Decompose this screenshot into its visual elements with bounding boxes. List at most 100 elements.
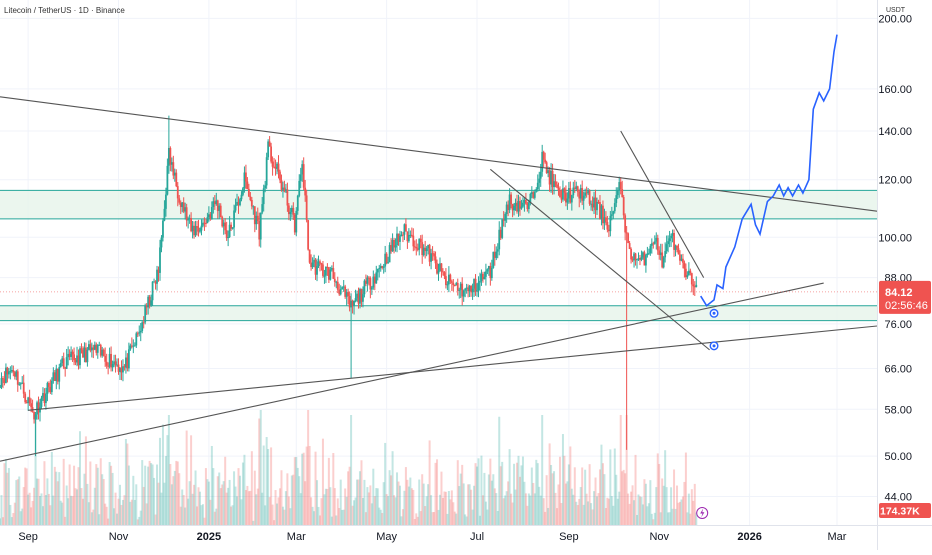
volume-bar bbox=[476, 466, 479, 525]
candle-body bbox=[246, 181, 249, 189]
candle-body bbox=[680, 258, 683, 261]
volume-bar bbox=[415, 513, 418, 525]
event-marker bbox=[709, 341, 719, 351]
candle-body bbox=[533, 191, 536, 198]
candle-body bbox=[147, 296, 150, 308]
candle-body bbox=[544, 159, 547, 163]
candle-body bbox=[560, 197, 563, 200]
volume-bar bbox=[236, 496, 239, 525]
candle-body bbox=[687, 270, 690, 276]
candle-body bbox=[156, 269, 158, 284]
candle-body bbox=[30, 403, 33, 408]
time-tick-label: Nov bbox=[649, 531, 669, 543]
volume-bar bbox=[606, 497, 609, 525]
volume-bar bbox=[378, 507, 381, 525]
volume-bar bbox=[498, 416, 501, 525]
candle-body bbox=[299, 174, 302, 181]
volume-bar bbox=[446, 513, 449, 525]
candle-body bbox=[459, 283, 462, 290]
candle-body bbox=[341, 287, 344, 290]
candle-body bbox=[449, 274, 452, 282]
volume-bar bbox=[667, 512, 670, 525]
volume-bar bbox=[86, 483, 89, 525]
candle-body bbox=[465, 287, 468, 289]
volume-bar bbox=[123, 495, 126, 525]
candle-body bbox=[86, 349, 89, 363]
candle-body bbox=[268, 141, 271, 147]
candle-body bbox=[107, 365, 110, 367]
volume-bar bbox=[443, 491, 446, 525]
candle-body bbox=[125, 357, 127, 368]
volume-bar bbox=[74, 488, 77, 525]
volume-bar bbox=[677, 502, 680, 525]
candle-body bbox=[621, 189, 624, 198]
candle-body bbox=[659, 252, 662, 255]
volume-bar bbox=[556, 508, 559, 525]
volume-bar bbox=[44, 495, 47, 525]
candle-body bbox=[53, 372, 56, 382]
price-tick-label: 120.00 bbox=[878, 175, 912, 187]
volume-bar bbox=[526, 505, 529, 525]
volume-bar bbox=[573, 467, 576, 525]
volume-bar bbox=[299, 493, 302, 525]
volume-bar bbox=[516, 462, 519, 525]
volume-bar bbox=[467, 484, 470, 525]
volume-bar bbox=[305, 446, 308, 525]
candle-body bbox=[36, 402, 38, 415]
volume-bar bbox=[281, 506, 284, 525]
candle-body bbox=[440, 263, 443, 272]
candle-body bbox=[403, 224, 406, 235]
zone-band bbox=[0, 305, 877, 321]
candle-body bbox=[165, 194, 167, 209]
candle-body bbox=[536, 182, 539, 190]
candle-body bbox=[58, 367, 61, 382]
volume-bar bbox=[13, 502, 16, 525]
candle-body bbox=[207, 214, 210, 218]
candle-body bbox=[256, 215, 259, 222]
volume-bar bbox=[310, 497, 313, 525]
volume-bar bbox=[364, 512, 367, 525]
candle-body bbox=[205, 222, 207, 224]
volume-bar bbox=[518, 476, 521, 525]
volume-bar bbox=[412, 489, 415, 525]
volume-bar bbox=[111, 472, 114, 525]
volume-bar bbox=[410, 488, 413, 525]
candle-body bbox=[665, 244, 668, 252]
volume-bar bbox=[484, 501, 487, 525]
candle-body bbox=[80, 348, 83, 350]
volume-bar bbox=[342, 509, 345, 525]
candle-body bbox=[384, 253, 387, 267]
volume-bar bbox=[179, 506, 182, 525]
candle-body bbox=[22, 382, 25, 394]
volume-bar bbox=[403, 490, 406, 525]
candle-body bbox=[519, 201, 521, 209]
candle-body bbox=[70, 351, 73, 357]
candle-body bbox=[55, 368, 58, 382]
volume-bar bbox=[130, 499, 133, 525]
candle-body bbox=[692, 284, 695, 287]
volume-bar bbox=[148, 460, 151, 525]
volume-bar bbox=[633, 500, 636, 525]
volume-bar bbox=[283, 509, 286, 525]
candle-body bbox=[616, 190, 619, 196]
candle-body bbox=[120, 367, 123, 373]
volume-bar bbox=[98, 514, 101, 525]
candle-body bbox=[110, 353, 113, 368]
candle-body bbox=[409, 234, 412, 236]
volume-bar bbox=[455, 513, 458, 525]
volume-bar bbox=[643, 479, 646, 525]
candle-body bbox=[104, 355, 107, 362]
candle-body bbox=[216, 200, 219, 211]
candle-body bbox=[547, 170, 550, 174]
candle-body bbox=[517, 201, 520, 212]
candle-body bbox=[471, 288, 474, 293]
candle-body bbox=[357, 293, 360, 304]
volume-bar bbox=[268, 497, 271, 525]
volume-bar bbox=[638, 496, 641, 525]
volume-bar bbox=[499, 466, 502, 525]
candle-body bbox=[243, 172, 246, 189]
candle-body bbox=[222, 222, 225, 227]
candle-body bbox=[2, 378, 4, 380]
candle-body bbox=[302, 164, 305, 188]
